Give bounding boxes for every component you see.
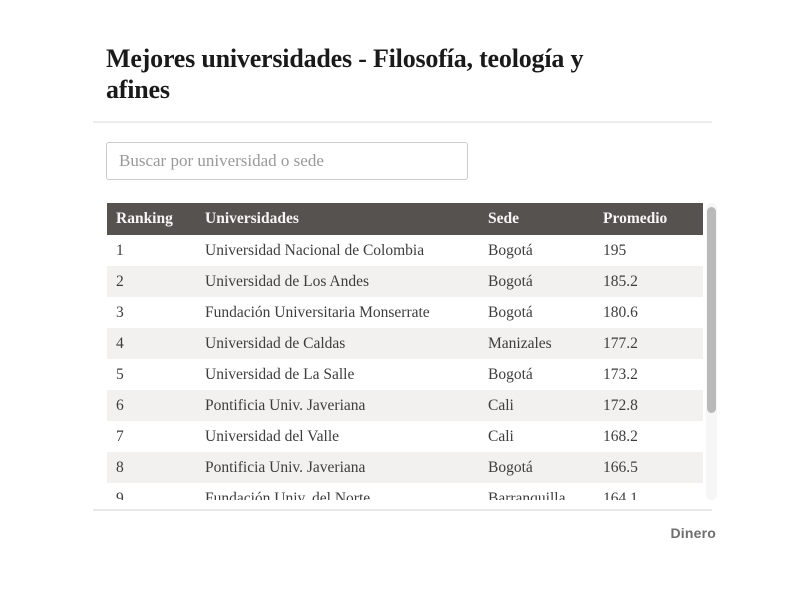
cell-universidad: Universidad del Valle [205, 427, 340, 445]
cell-ranking: 6 [116, 396, 124, 414]
table-row: 6 Pontificia Univ. Javeriana Cali 172.8 [107, 390, 703, 421]
table-row: 8 Pontificia Univ. Javeriana Bogotá 166.5 [107, 452, 703, 483]
cell-ranking: 1 [116, 241, 124, 259]
cell-sede: Bogotá [488, 241, 533, 259]
table-row: 3 Fundación Universitaria Monserrate Bogot… [107, 297, 703, 328]
page-title-line2: afines [106, 74, 170, 104]
cell-promedio: 185.2 [603, 272, 638, 290]
cell-ranking: 4 [116, 334, 124, 352]
cell-ranking: 2 [116, 272, 124, 290]
page-title-line1: Mejores universidades - Filosofía, teolo… [106, 44, 584, 73]
cell-ranking: 3 [116, 303, 124, 321]
cell-promedio: 164.1 [603, 489, 638, 501]
cell-promedio: 173.2 [603, 365, 638, 383]
table-body: 1 Universidad Nacional de Colombia Bogotá 1… [107, 235, 703, 500]
cell-ranking: 9 [116, 489, 124, 501]
cell-promedio: 172.8 [603, 396, 638, 414]
cell-sede: Bogotá [488, 365, 533, 383]
cell-ranking: 7 [116, 427, 124, 445]
cell-universidad: Universidad de La Salle [205, 365, 355, 383]
cell-universidad: Universidad Nacional de Colombia [205, 241, 425, 259]
cell-sede: Cali [488, 427, 514, 445]
table: Ranking Universidades Sede Promedio 1 Uni… [107, 203, 703, 500]
cell-universidad: Fundación Univ. del Norte [205, 489, 371, 501]
table-scrollbar-thumb[interactable] [707, 207, 716, 413]
ranking-table: Ranking Universidades Sede Promedio 1 Uni… [107, 203, 717, 500]
cell-sede: Bogotá [488, 458, 533, 476]
cell-promedio: 195 [603, 241, 627, 259]
column-header-ranking: Ranking [116, 210, 173, 227]
cell-promedio: 177.2 [603, 334, 638, 352]
cell-ranking: 5 [116, 365, 124, 383]
cell-sede: Bogotá [488, 272, 533, 290]
title-divider [93, 121, 712, 123]
column-header-promedio: Promedio [603, 210, 668, 227]
table-row: 4 Universidad de Caldas Manizales 177.2 [107, 328, 703, 359]
cell-universidad: Pontificia Univ. Javeriana [205, 396, 366, 414]
cell-sede: Cali [488, 396, 514, 414]
cell-universidad: Universidad de Caldas [205, 334, 346, 352]
search-input[interactable] [106, 142, 468, 180]
cell-promedio: 168.2 [603, 427, 638, 445]
column-header-universidades: Universidades [205, 210, 299, 227]
page-title: Mejores universidades - Filosofía, teolo… [106, 44, 706, 105]
table-row: 7 Universidad del Valle Cali 168.2 [107, 421, 703, 452]
footer-divider [93, 509, 712, 511]
table-row: 5 Universidad de La Salle Bogotá 173.2 [107, 359, 703, 390]
table-header-row: Ranking Universidades Sede Promedio [107, 203, 703, 235]
cell-promedio: 166.5 [603, 458, 638, 476]
cell-universidad: Pontificia Univ. Javeriana [205, 458, 366, 476]
column-header-sede: Sede [488, 210, 519, 227]
widget-container: Mejores universidades - Filosofía, teolo… [93, 0, 717, 600]
table-row: 9 Fundación Univ. del Norte Barranquilla 16… [107, 483, 703, 500]
cell-sede: Bogotá [488, 303, 533, 321]
cell-sede: Manizales [488, 334, 552, 352]
dinero-logo: Dinero [670, 525, 716, 541]
table-row: 1 Universidad Nacional de Colombia Bogotá 1… [107, 235, 703, 266]
cell-promedio: 180.6 [603, 303, 638, 321]
table-scrollbar-track[interactable] [706, 203, 717, 500]
cell-sede: Barranquilla [488, 489, 566, 501]
table-row: 2 Universidad de Los Andes Bogotá 185.2 [107, 266, 703, 297]
cell-ranking: 8 [116, 458, 124, 476]
cell-universidad: Fundación Universitaria Monserrate [205, 303, 430, 321]
cell-universidad: Universidad de Los Andes [205, 272, 370, 290]
